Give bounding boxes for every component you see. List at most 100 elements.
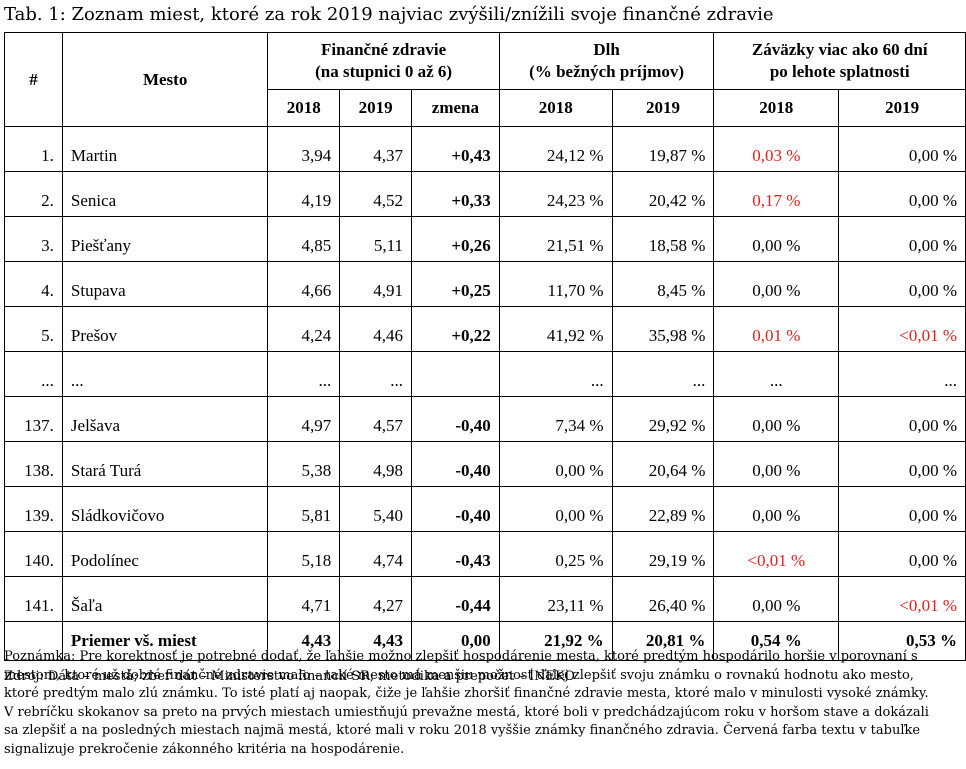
liab-2018-cell: 0,00 % [713,486,840,532]
average-city-cell: Priemer vš. miest [61,621,269,661]
header-liabilities: Záväzky viac ako 60 dní po lehote splatno… [713,32,966,90]
debt-2019-cell: 29,19 % [611,531,715,577]
table-row: 141. Šaľa 4,71 4,27 -0,44 23,11 % 26,40 % 0,00 … [4,576,966,622]
city-cell: Martin [61,126,269,172]
health-2018-cell: 3,94 [267,126,341,172]
header-debt-2018: 2018 [498,89,613,127]
health-change-cell: +0,25 [411,261,500,307]
debt-2018-cell: 0,00 % [498,486,613,532]
average-d2019-cell: 20,81 % [611,621,715,661]
liab-2019-cell: 0,00 % [838,441,966,487]
average-l2018-cell: 0,54 % [713,621,840,661]
debt-2019-cell: 26,40 % [611,576,715,622]
note-line: V rebríčku skokanov sa preto na prvých m… [4,704,929,720]
liab-2019-cell: 0,00 % [838,486,966,532]
table-row: ........................ [4,351,966,397]
table-row: 5. Prešov 4,24 4,46 +0,22 41,92 % 35,98 % 0,01 … [4,306,966,352]
header-health-2018: 2018 [267,89,341,127]
cities-table: # Mesto Finančné zdravie (na stupnici 0 a… [4,32,966,661]
health-2018-cell: ... [267,351,341,397]
health-2019-cell: 4,98 [339,441,412,487]
header-rank: # [4,32,63,127]
header-debt-2019: 2019 [611,89,715,127]
note-line: ktoré predtým malo zlú známku. To isté p… [4,686,929,701]
rank-cell: 1. [4,126,63,172]
liab-2019-cell: 0,00 % [838,216,966,262]
debt-2018-cell: 11,70 % [498,261,613,307]
city-cell: Jelšava [61,396,269,442]
health-2019-cell: 4,91 [339,261,412,307]
health-2018-cell: 4,85 [267,216,341,262]
health-2019-cell: 4,37 [339,126,412,172]
debt-2019-cell: 19,87 % [611,126,715,172]
health-2019-cell: 4,27 [339,576,412,622]
rank-cell: 2. [4,171,63,217]
debt-2019-cell: 29,92 % [611,396,715,442]
table-row: 3. Piešťany 4,85 5,11 +0,26 21,51 % 18,58 % 0,0… [4,216,966,262]
health-2018-cell: 5,18 [267,531,341,577]
liab-2018-cell: 0,00 % [713,216,840,262]
table-row: 1. Martin 3,94 4,37 +0,43 24,12 % 19,87 % 0,03 … [4,126,966,172]
debt-2018-cell: 23,11 % [498,576,613,622]
city-cell: Stupava [61,261,269,307]
health-change-cell: -0,40 [411,486,500,532]
liab-2018-cell: 0,01 % [713,306,840,352]
header-debt: Dlh (% bežných príjmov) [498,32,715,90]
rank-cell: 5. [4,306,63,352]
header-liab-2018: 2018 [713,89,840,127]
debt-2019-cell: 18,58 % [611,216,715,262]
health-2019-cell: 4,74 [339,531,412,577]
rank-cell: 138. [4,441,63,487]
health-2019-cell: 5,40 [339,486,412,532]
health-change-cell: -0,40 [411,441,500,487]
health-change-cell: -0,40 [411,396,500,442]
health-2018-cell: 4,66 [267,261,341,307]
city-cell: Podolínec [61,531,269,577]
table-row: 139. Sládkovičovo 5,81 5,40 -0,40 0,00 % 22,89… [4,486,966,532]
header-health-2019: 2019 [339,89,412,127]
city-cell: Prešov [61,306,269,352]
header-health-change: zmena [411,89,500,127]
liab-2018-cell: ... [713,351,840,397]
rank-cell: 3. [4,216,63,262]
table-row: 2. Senica 4,19 4,52 +0,33 24,23 % 20,42 % 0,17 … [4,171,966,217]
health-change-cell: -0,43 [411,531,500,577]
debt-2018-cell: 41,92 % [498,306,613,352]
table-title: Tab. 1: Zoznam miest, ktoré za rok 2019 … [4,4,774,25]
liab-2019-cell: <0,01 % [838,576,966,622]
debt-2019-cell: 22,89 % [611,486,715,532]
health-2019-cell: 4,52 [339,171,412,217]
city-cell: Stará Turá [61,441,269,487]
liab-2019-cell: 0,00 % [838,531,966,577]
average-rank-cell [4,621,63,661]
health-2019-cell: 5,11 [339,216,412,262]
liab-2018-cell: <0,01 % [713,531,840,577]
note-line: signalizuje prekročenie zákonného kritér… [4,741,405,757]
city-cell: Sládkovičovo [61,486,269,532]
health-2018-cell: 4,97 [267,396,341,442]
health-2018-cell: 4,71 [267,576,341,622]
liab-2018-cell: 0,00 % [713,396,840,442]
header-city: Mesto [61,32,269,127]
health-change-cell: +0,22 [411,306,500,352]
liab-2019-cell: 0,00 % [838,396,966,442]
table-body: 1. Martin 3,94 4,37 +0,43 24,12 % 19,87 % 0,03 … [4,126,966,661]
health-2018-cell: 5,38 [267,441,341,487]
average-h2018-cell: 4,43 [267,621,341,661]
liab-2019-cell: <0,01 % [838,306,966,352]
debt-2018-cell: 7,34 % [498,396,613,442]
liab-2018-cell: 0,00 % [713,576,840,622]
liab-2018-cell: 0,00 % [713,261,840,307]
health-2019-cell: 4,46 [339,306,412,352]
table-row: 4. Stupava 4,66 4,91 +0,25 11,70 % 8,45 % 0,00 … [4,261,966,307]
debt-2018-cell: ... [498,351,613,397]
health-change-cell: -0,44 [411,576,500,622]
debt-2019-cell: 35,98 % [611,306,715,352]
header-liab-2019: 2019 [838,89,966,127]
debt-2018-cell: 21,51 % [498,216,613,262]
city-cell: Senica [61,171,269,217]
liab-2018-cell: 0,03 % [713,126,840,172]
debt-2019-cell: 8,45 % [611,261,715,307]
rank-cell: 140. [4,531,63,577]
city-cell: Šaľa [61,576,269,622]
